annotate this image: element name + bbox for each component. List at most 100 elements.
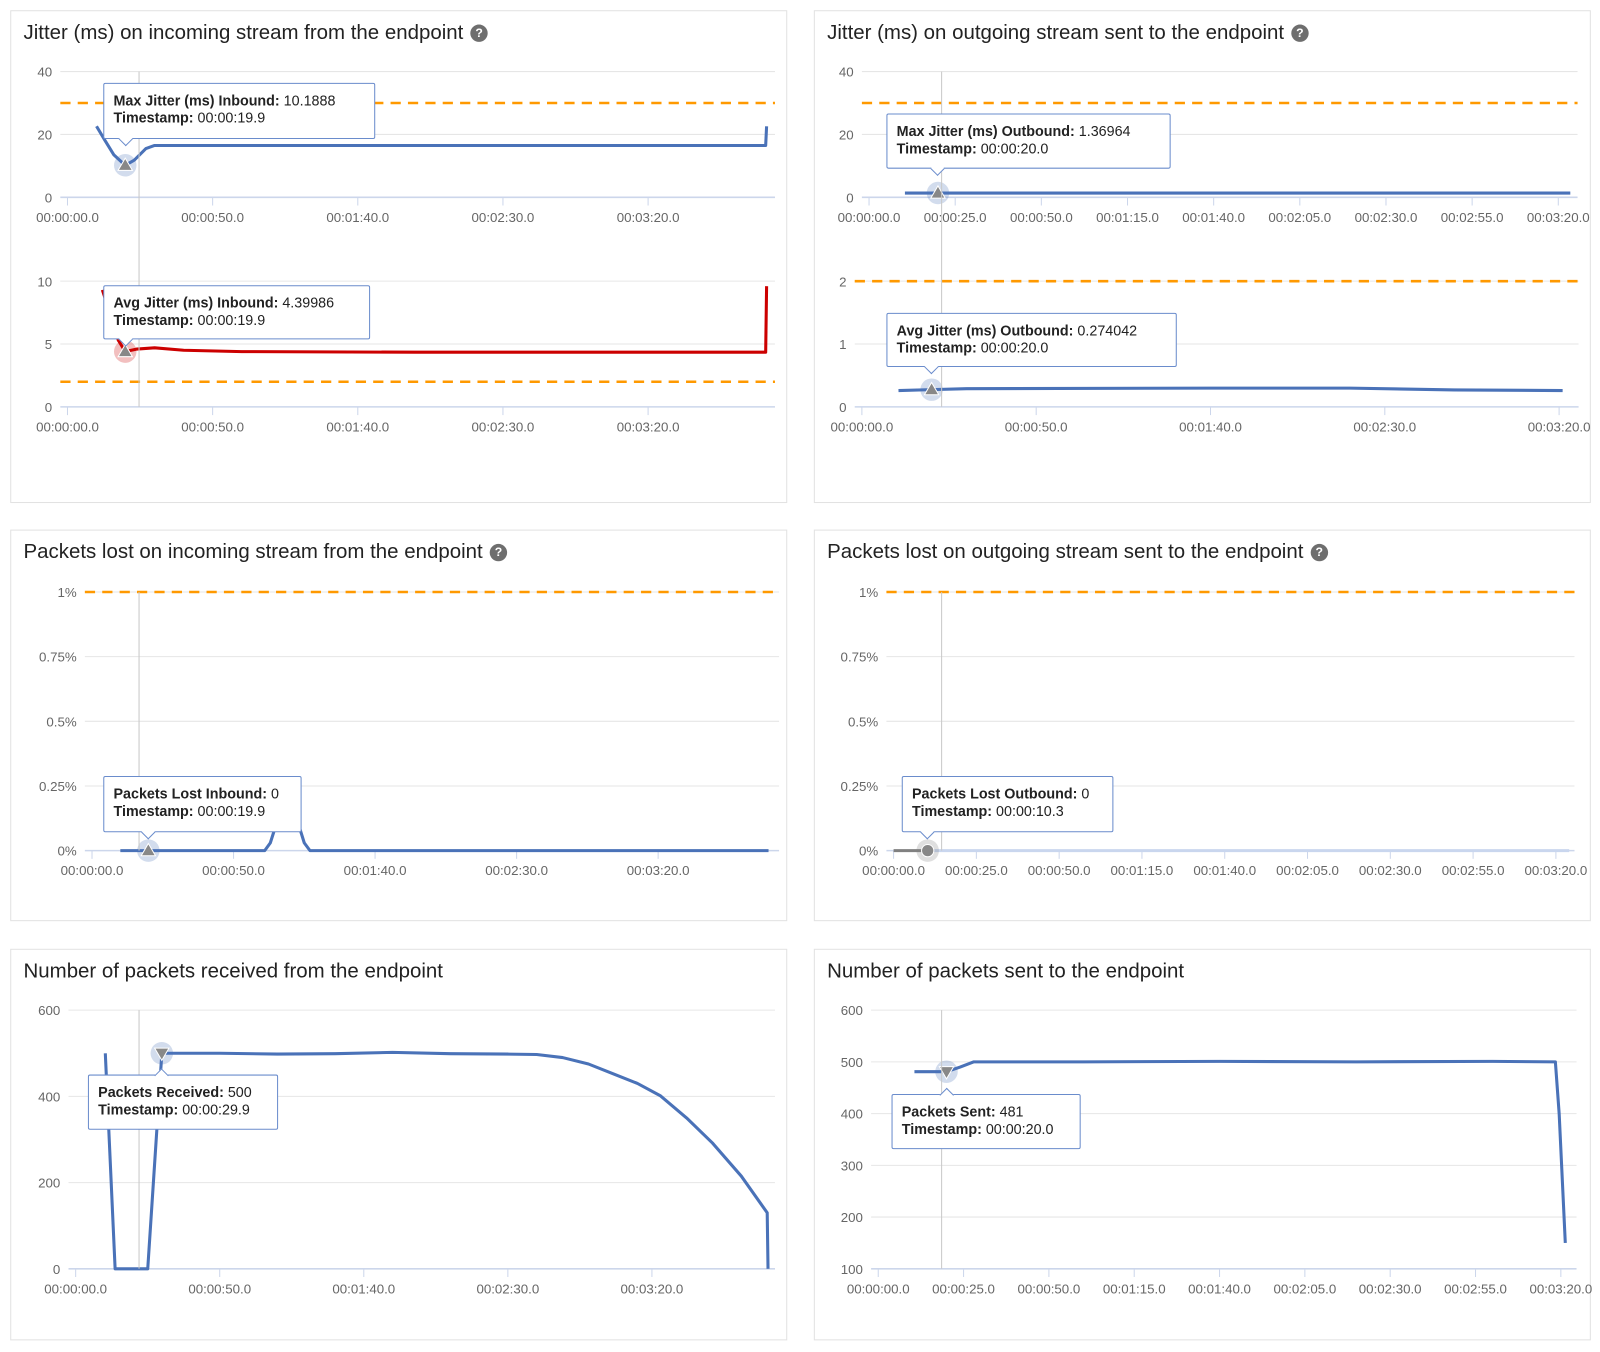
x-tick-label: 00:00:00.0 xyxy=(36,419,99,434)
x-tick-label: 00:00:00.0 xyxy=(61,863,124,878)
x-tick-label: 00:03:20.0 xyxy=(617,419,680,434)
tooltip-series-label: Packets Sent: xyxy=(901,1103,996,1120)
y-tick-label: 400 xyxy=(38,1089,60,1104)
x-tick-label: 00:02:30.0 xyxy=(1355,210,1418,225)
x-tick-label: 00:00:25.0 xyxy=(924,210,987,225)
tooltip-timestamp-label: Timestamp: xyxy=(896,140,977,157)
x-tick-label: 00:02:55.0 xyxy=(1441,210,1504,225)
tooltip-timestamp-label: Timestamp: xyxy=(911,802,993,819)
tooltip-series-label: Max Jitter (ms) Inbound: xyxy=(113,92,280,109)
tooltip-series-label: Packets Lost Inbound: xyxy=(113,785,267,802)
tooltip-value: 1.36964 xyxy=(1078,122,1131,140)
x-tick-label: 00:01:40.0 xyxy=(1179,419,1242,434)
x-tick-label: 00:02:30.0 xyxy=(476,1281,539,1296)
y-tick-label: 0.25% xyxy=(39,779,77,794)
y-tick-label: 0 xyxy=(45,400,52,415)
question-circle-icon[interactable]: ? xyxy=(470,24,488,42)
y-tick-label: 5 xyxy=(45,337,52,352)
series-line xyxy=(103,1050,770,1271)
tooltip-series-label: Packets Received: xyxy=(98,1083,224,1101)
chart-svg: 0 20 40 00:00:00.0 00:00:50.0 00:01:40.0 00:02… xyxy=(36,65,775,434)
y-tick-label: 0.25% xyxy=(841,779,879,794)
panel-title-text: Jitter (ms) on incoming stream from the … xyxy=(23,21,464,44)
tooltip-timestamp: 00:00:20.0 xyxy=(980,339,1049,356)
tooltip-value-row: Max Jitter (ms) Outbound: 1.36964 xyxy=(897,123,1161,140)
panel-title: Jitter (ms) on incoming stream from the … xyxy=(24,21,488,45)
x-tick-label: 00:00:00.0 xyxy=(862,863,925,878)
y-tick-label: 40 xyxy=(839,65,854,80)
tooltip-timestamp: 00:00:19.9 xyxy=(197,311,266,329)
tooltip-timestamp: 00:00:29.9 xyxy=(182,1101,250,1118)
series-line xyxy=(914,1059,1567,1244)
x-tick-label: 00:02:30.0 xyxy=(1359,1281,1422,1296)
tooltip-timestamp-row: Timestamp: 00:00:10.3 xyxy=(912,803,1103,820)
chart-svg: 0 200 400 600 00:00:00.0 00:00:50.0 00:01:40.0… xyxy=(38,1003,775,1296)
tooltip-value-row: Packets Lost Inbound: 0 xyxy=(113,785,291,802)
y-tick-label: 20 xyxy=(37,128,52,143)
triangle-up-marker-icon xyxy=(117,157,134,171)
y-tick-label: 0% xyxy=(57,844,76,859)
tooltip-timestamp-row: Timestamp: 00:00:20.0 xyxy=(897,140,1161,157)
x-tick-label: 00:02:30.0 xyxy=(1353,419,1416,434)
tooltip-series-label: Avg Jitter (ms) Outbound: xyxy=(896,322,1074,339)
tooltip-timestamp-row: Timestamp: 00:00:19.9 xyxy=(113,109,365,126)
y-tick-label: 500 xyxy=(841,1055,863,1070)
tooltip-value-row: Avg Jitter (ms) Outbound: 0.274042 xyxy=(897,322,1167,339)
triangle-up-marker-icon xyxy=(923,381,940,396)
x-tick-label: 00:00:50.0 xyxy=(181,419,244,434)
panel-title: Number of packets sent to the endpoint xyxy=(827,960,1184,984)
tooltip-timestamp-label: Timestamp: xyxy=(113,109,194,126)
triangle-up-marker-icon xyxy=(117,343,134,358)
tooltip: Avg Jitter (ms) Outbound: 0.274042 Timest… xyxy=(886,312,1177,368)
series-line xyxy=(95,125,769,167)
panel-title: Number of packets received from the endp… xyxy=(24,960,443,984)
x-tick-label: 00:00:00.0 xyxy=(830,419,893,434)
tooltip-series-label: Avg Jitter (ms) Inbound: xyxy=(113,294,279,311)
y-tick-label: 0 xyxy=(846,190,853,205)
chart-svg: 0%0.25%0.5%0.75%1%00:00:00.0 00:00:50.0 00… xyxy=(39,585,780,878)
y-tick-label: 100 xyxy=(841,1262,863,1277)
y-tick-label: 600 xyxy=(841,1003,863,1018)
x-tick-label: 00:00:00.0 xyxy=(847,1281,910,1296)
tooltip-timestamp: 00:00:20.0 xyxy=(980,140,1049,157)
tooltip-timestamp-label: Timestamp: xyxy=(113,311,194,329)
tooltip-timestamp: 00:00:20.0 xyxy=(985,1120,1054,1137)
tooltip-timestamp-label: Timestamp: xyxy=(98,1101,179,1118)
question-circle-icon[interactable]: ? xyxy=(1310,543,1328,562)
x-tick-label: 00:03:20.0 xyxy=(1528,419,1591,434)
x-tick-label: 00:02:05.0 xyxy=(1276,863,1339,878)
x-tick-label: 00:01:40.0 xyxy=(1188,1281,1251,1296)
x-tick-label: 00:03:20.0 xyxy=(1527,210,1590,225)
tooltip-value: 500 xyxy=(227,1083,252,1101)
panel-title-text: Packets lost on incoming stream from the… xyxy=(23,540,483,564)
tooltip-value: 4.39986 xyxy=(282,294,335,311)
packets-received-panel: Number of packets received from the endp… xyxy=(10,948,788,1341)
tooltip-value-row: Packets Sent: 481 xyxy=(902,1103,1071,1120)
tooltip-value: 10.1888 xyxy=(283,92,336,109)
x-tick-label: 00:01:15.0 xyxy=(1096,210,1159,225)
x-tick-label: 00:03:20.0 xyxy=(627,863,690,878)
y-tick-label: 10 xyxy=(37,274,52,289)
y-tick-label: 1% xyxy=(859,585,878,600)
x-tick-label: 00:00:50.0 xyxy=(1018,1281,1081,1296)
question-circle-icon[interactable]: ? xyxy=(1291,24,1309,42)
tooltip: Packets Sent: 481 Timestamp: 00:00:20.0 xyxy=(891,1093,1081,1150)
x-tick-label: 00:02:55.0 xyxy=(1442,863,1505,878)
tooltip-timestamp-row: Timestamp: 00:00:20.0 xyxy=(902,1121,1071,1138)
tooltip-timestamp-label: Timestamp: xyxy=(113,802,194,819)
y-tick-label: 600 xyxy=(38,1003,60,1018)
tooltip: Avg Jitter (ms) Inbound: 4.39986 Timestam… xyxy=(103,285,371,340)
triangle-up-marker-icon xyxy=(140,842,157,857)
tooltip-value-row: Max Jitter (ms) Inbound: 10.1888 xyxy=(113,92,365,109)
x-tick-label: 00:00:50.0 xyxy=(181,210,244,225)
y-tick-label: 40 xyxy=(37,65,52,80)
question-circle-icon[interactable]: ? xyxy=(489,543,508,562)
tooltip-timestamp: 00:00:19.9 xyxy=(197,109,266,126)
tooltip-series-label: Packets Lost Outbound: xyxy=(911,785,1078,802)
chart-svg: 100 200 300 400 500 600 00:00:00.0 00:00:25.0 00… xyxy=(841,1003,1592,1296)
x-tick-label: 00:01:15.0 xyxy=(1111,863,1174,878)
x-tick-label: 00:02:30.0 xyxy=(1359,863,1422,878)
x-tick-label: 00:02:55.0 xyxy=(1444,1281,1507,1296)
x-tick-label: 00:03:20.0 xyxy=(621,1281,684,1296)
